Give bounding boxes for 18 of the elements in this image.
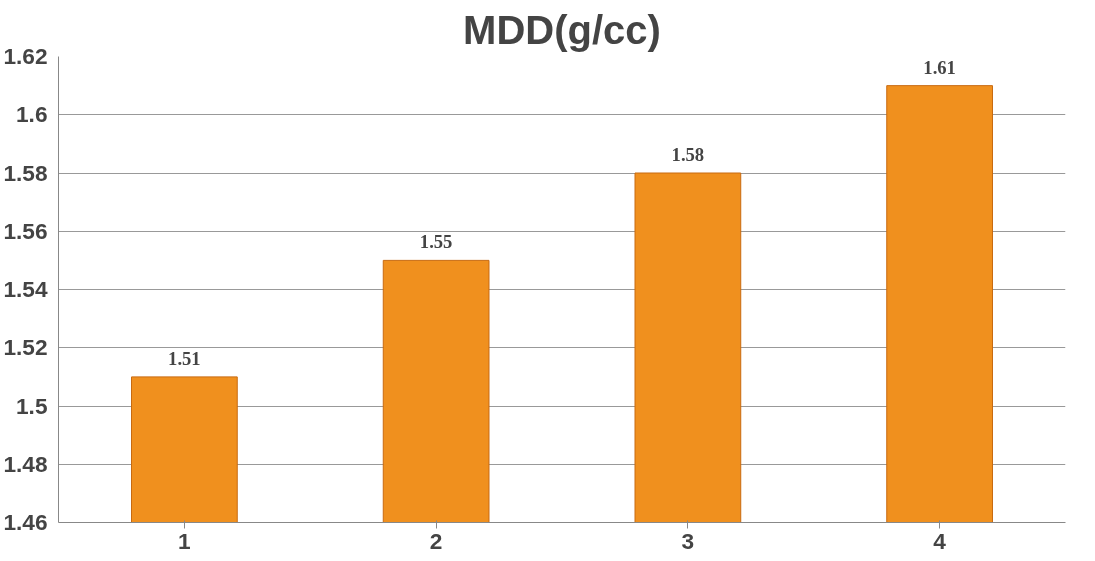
y-tick-label: 1.58 [3, 159, 48, 186]
y-tick-label: 1.46 [3, 509, 48, 535]
data-label: 1.51 [168, 347, 201, 369]
data-label: 1.61 [923, 56, 956, 78]
y-tick-label: 1.52 [3, 334, 48, 361]
y-tick-label: 1.6 [16, 101, 48, 128]
y-tick-label: 1.54 [3, 276, 48, 302]
y-tick-label: 1.62 [3, 43, 48, 69]
x-tick-label: 4 [933, 527, 947, 554]
data-label: 1.55 [419, 231, 453, 253]
y-tick-label: 1.5 [16, 392, 48, 419]
x-tick-label: 1 [178, 527, 191, 554]
x-tick-label: 3 [681, 527, 695, 554]
x-tick-label: 2 [429, 527, 443, 554]
data-label: 1.58 [671, 144, 705, 165]
y-tick-label: 1.56 [3, 217, 48, 244]
chart-title: MDD(g/cc) [463, 7, 661, 52]
y-tick-label: 1.48 [3, 450, 48, 477]
